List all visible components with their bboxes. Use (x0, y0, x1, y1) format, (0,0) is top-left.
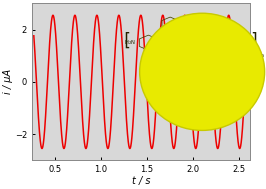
Text: [: [ (121, 32, 131, 50)
Text: N: N (209, 40, 214, 45)
Y-axis label: i / μA: i / μA (3, 69, 14, 94)
Text: n: n (259, 53, 263, 58)
Text: N: N (168, 40, 172, 45)
Text: H$_2$N: H$_2$N (124, 38, 136, 47)
Text: 10 TTO: 10 TTO (182, 69, 202, 74)
X-axis label: t / s: t / s (132, 176, 150, 186)
Text: ]: ] (250, 32, 260, 50)
Text: NH$_2$: NH$_2$ (245, 38, 257, 47)
